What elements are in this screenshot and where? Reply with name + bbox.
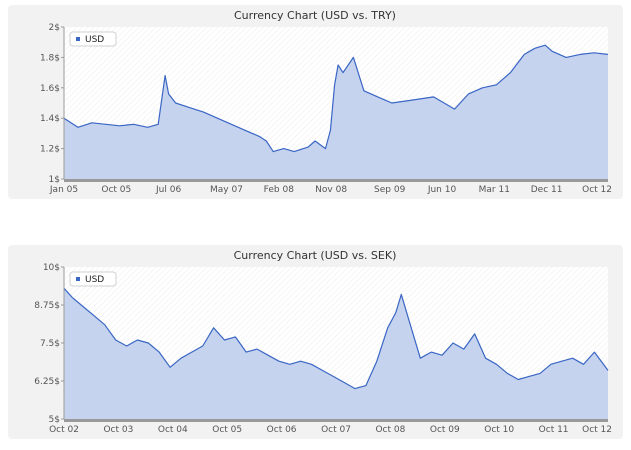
series-area-fill [64,288,608,419]
x-tick-label: Oct 12 [582,185,612,195]
area-series-usd [63,44,609,180]
chart-title: Currency Chart (USD vs. TRY) [234,9,396,22]
x-tick-label: Feb 08 [264,185,295,195]
chart-usd-try: Currency Chart (USD vs. TRY) 1$1.2$1.4$1… [40,9,612,195]
series-line [63,44,609,153]
y-tick-label: 6.25$ [34,377,60,387]
y-tick-label: 10$ [43,263,60,273]
x-tick-label: Oct 04 [158,425,188,435]
chart-panel-sek: Currency Chart (USD vs. SEK) 5$ 6.25$ 7.5$… [8,245,623,439]
legend-swatch [76,277,80,281]
chart-title: Currency Chart (USD vs. SEK) [234,249,397,262]
x-tick-label: Oct 02 [49,425,79,435]
x-tick-label: Dec 11 [531,185,563,195]
x-tick-label: Oct 12 [582,425,612,435]
y-tick-label: 1.2$ [40,145,60,155]
x-axis-bar [64,419,608,422]
x-tick-label: May 07 [210,185,243,195]
y-tick-label: 7.5$ [40,339,60,349]
x-tick-label: Oct 09 [430,425,460,435]
x-tick-label: Oct 06 [267,425,297,435]
axes: 5$ 6.25$ 7.5$ 8.75$ 10$ Oct 02 Oct 03 Oct 04 Oct… [34,263,612,435]
x-axis-bar [64,179,608,182]
x-tick-label: Oct 05 [212,425,242,435]
x-tick-label: Sep 09 [374,185,406,195]
series-area-fill [64,45,608,180]
legend-swatch [76,37,80,41]
x-tick-label: Nov 08 [315,185,347,195]
x-tick-label: Mar 11 [479,185,510,195]
y-tick-label: 8.75$ [34,301,60,311]
legend-label: USD [85,35,104,45]
legend-label: USD [85,275,104,285]
legend-box[interactable] [69,31,117,47]
x-tick-label: Oct 03 [103,425,133,435]
x-tick-label: Oct 07 [321,425,351,435]
y-tick-label: 1.6$ [40,84,60,94]
y-tick-label: 1$ [49,175,60,185]
axes: 1$ 1.2$ 1.4$ 1.6$ 1.8$ 2$ Jan 05 Oct 05 Jul 06 Ma… [40,23,612,195]
series-line [63,287,609,390]
x-tick-label: Oct 10 [484,425,514,435]
y-tick-label: 1.8$ [40,53,60,63]
x-tick-label: Oct 08 [375,425,405,435]
x-tick-label: Jun 10 [427,185,457,195]
area-series-usd [63,287,609,419]
legend[interactable]: USD [69,271,117,287]
y-tick-label: 5$ [49,415,60,425]
chart-usd-sek: Currency Chart (USD vs. SEK) 5$ 6.25$ 7.5$… [34,249,612,435]
chart-panel-try: Currency Chart (USD vs. TRY) 1$ 1.2$ 1.4$ 1… [8,5,623,199]
legend[interactable]: USD [69,31,117,47]
x-tick-label: Jan 05 [49,185,78,195]
x-tick-label: Oct 11 [539,425,569,435]
x-tick-label: Oct 05 [101,185,131,195]
y-tick-label: 2$ [49,23,60,33]
legend-box[interactable] [69,271,117,287]
x-tick-label: Jul 06 [155,185,181,195]
y-tick-label: 1.4$ [40,114,60,124]
